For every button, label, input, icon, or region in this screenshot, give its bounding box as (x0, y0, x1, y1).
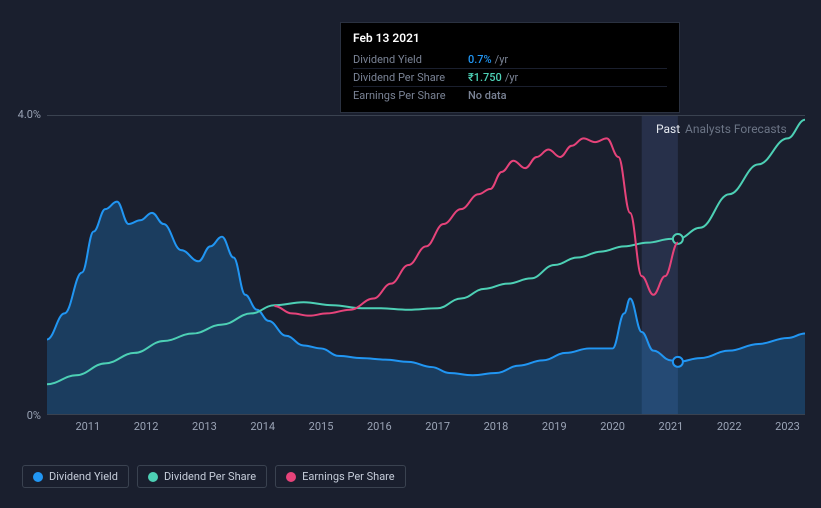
legend-label: Earnings Per Share (302, 470, 395, 483)
tooltip-row-value: No data (468, 89, 507, 102)
y-axis-tick-min: 0% (27, 409, 41, 422)
tooltip-row-value: ₹1.750 (468, 71, 502, 84)
legend-label: Dividend Per Share (164, 470, 256, 483)
past-region-label: Past (656, 122, 680, 136)
legend-dot (286, 472, 296, 482)
chart-legend: Dividend Yield Dividend Per Share Earnings… (22, 465, 406, 488)
legend-item[interactable]: Dividend Per Share (137, 465, 267, 488)
chart-tooltip: Feb 13 2021 Dividend Yield0.7%/yrDividen… (340, 22, 680, 113)
x-axis-tick: 2022 (717, 420, 742, 433)
tooltip-row: Dividend Yield0.7%/yr (353, 51, 667, 68)
tooltip-row-label: Dividend Yield (353, 53, 468, 66)
x-axis-tick: 2012 (134, 420, 159, 433)
tooltip-row: Dividend Per Share₹1.750/yr (353, 68, 667, 86)
y-axis-tick-max: 4.0% (18, 108, 41, 121)
legend-dot (33, 472, 43, 482)
x-axis-tick: 2014 (250, 420, 275, 433)
legend-dot (148, 472, 158, 482)
x-axis-tick: 2015 (309, 420, 334, 433)
series-marker (673, 357, 683, 367)
x-axis-tick: 2018 (484, 420, 509, 433)
x-axis-tick: 2023 (775, 420, 800, 433)
legend-item[interactable]: Dividend Yield (22, 465, 129, 488)
x-axis-tick: 2016 (367, 420, 392, 433)
tooltip-row-value: 0.7% (468, 53, 492, 66)
x-axis-tick: 2013 (192, 420, 217, 433)
tooltip-date: Feb 13 2021 (353, 31, 667, 45)
legend-item[interactable]: Earnings Per Share (275, 465, 406, 488)
tooltip-row-label: Earnings Per Share (353, 89, 468, 102)
series-line (274, 138, 677, 315)
x-axis-tick: 2021 (659, 420, 684, 433)
chart-svg (47, 116, 805, 414)
x-axis-tick: 2011 (75, 420, 100, 433)
x-axis-tick: 2019 (542, 420, 567, 433)
chart-plot-area: 4.0% 0% (47, 115, 805, 415)
tooltip-row-label: Dividend Per Share (353, 71, 468, 84)
forecast-region-label: Analysts Forecasts (685, 122, 787, 136)
x-axis-tick: 2020 (600, 420, 625, 433)
tooltip-row: Earnings Per ShareNo data (353, 86, 667, 104)
tooltip-row-unit: /yr (495, 53, 508, 66)
x-axis-tick: 2017 (425, 420, 450, 433)
tooltip-row-unit: /yr (505, 71, 518, 84)
legend-label: Dividend Yield (49, 470, 118, 483)
x-axis-labels: 2011 2012 2013 2014 2015 2016 2017 2018 2019 2020… (47, 420, 805, 440)
